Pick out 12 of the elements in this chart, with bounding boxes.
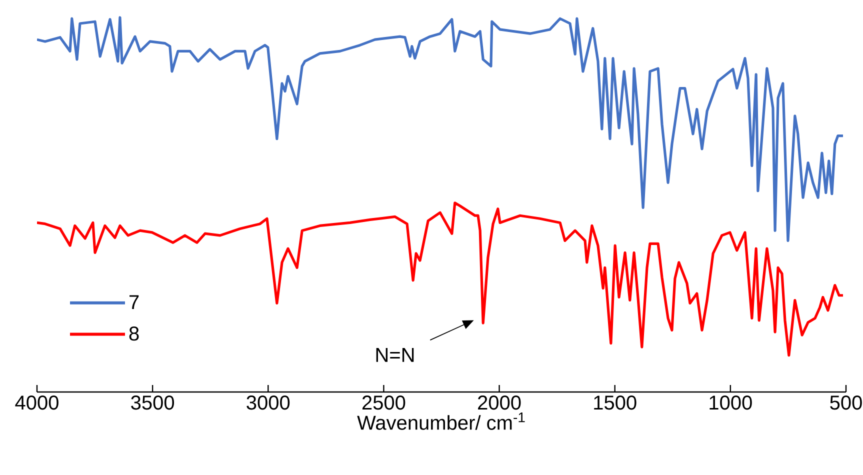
x-tick-label: 1000 (710, 396, 752, 410)
x-tick-label: 500 (830, 396, 862, 410)
legend-label: 8 (129, 326, 139, 341)
x-tick-label: 1500 (594, 396, 636, 410)
x-axis-title: Wavenumber/ cm$^{-1}$ (357, 412, 525, 430)
x-tick-label: 2000 (478, 396, 521, 410)
annotation: N=N (376, 348, 414, 362)
legend-label: 7 (130, 295, 139, 310)
x-tick-label: 2500 (362, 396, 406, 410)
x-tick-label: 3000 (246, 396, 290, 410)
x-tick-label: 3500 (131, 396, 174, 410)
x-tick-label: 4000 (15, 396, 58, 410)
